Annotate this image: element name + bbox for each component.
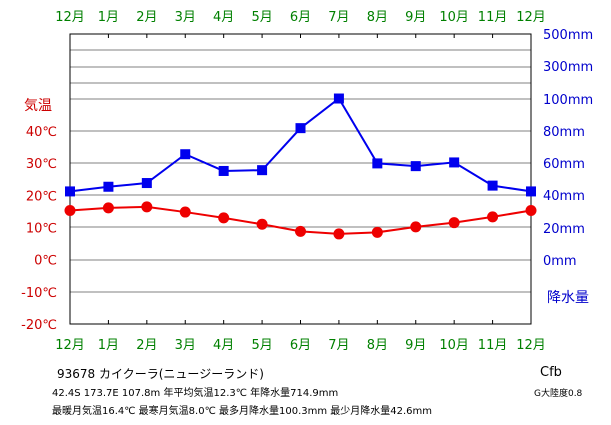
month-label-top: 6月 <box>290 10 311 25</box>
precip-point <box>103 181 114 192</box>
month-label-top: 3月 <box>175 10 196 25</box>
temp-point <box>64 204 76 216</box>
station-name: 93678 カイクーラ(ニュージーランド) <box>57 367 264 381</box>
month-label-bottom: 8月 <box>367 338 388 353</box>
temp-point <box>102 202 114 214</box>
temp-point <box>371 226 383 238</box>
temp-point <box>295 225 306 237</box>
temp-point <box>256 218 268 230</box>
temp-point <box>410 221 422 233</box>
precip-point <box>218 165 229 176</box>
month-label-top: 4月 <box>213 10 234 25</box>
precip-point <box>372 158 383 169</box>
temp-point <box>179 206 191 218</box>
continentality: G大陸度0.8 <box>534 389 583 399</box>
temp-point <box>141 201 153 213</box>
month-label-bottom: 1月 <box>98 338 119 353</box>
month-label-bottom: 4月 <box>213 338 234 353</box>
precip-tick-label: 20mm <box>543 222 585 237</box>
temp-point <box>218 212 230 224</box>
temp-tick-label: -20℃ <box>21 318 57 333</box>
precip-point <box>295 123 306 134</box>
month-label-top: 9月 <box>405 10 426 25</box>
month-label-top: 7月 <box>328 10 349 25</box>
precip-line <box>69 97 532 193</box>
month-label-top: 1月 <box>98 10 119 25</box>
temp-tick-label: 20℃ <box>26 189 57 204</box>
precip-tick-label: 40mm <box>543 189 585 204</box>
month-label-top: 11月 <box>478 10 508 25</box>
temp-tick-label: 0℃ <box>34 254 57 269</box>
station-stats-line1: 42.4S 173.7E 107.8m 年平均気温12.3℃ 年降水量714.9… <box>52 388 339 399</box>
temp-point <box>525 204 537 216</box>
plot-frame <box>69 33 532 325</box>
precip-tick-label: 300mm <box>543 60 593 75</box>
month-label-bottom: 9月 <box>405 338 426 353</box>
precip-point <box>449 157 460 168</box>
precip-point <box>180 149 191 160</box>
month-label-top: 12月 <box>55 10 85 25</box>
month-label-bottom: 3月 <box>175 338 196 353</box>
station-stats-line2: 最暖月気温16.4℃ 最寒月気温8.0℃ 最多月降水量100.3mm 最少月降水… <box>52 406 433 417</box>
temp-tick-label: 10℃ <box>26 222 57 237</box>
precip-axis-title: 降水量 <box>547 290 589 306</box>
month-label-bottom: 5月 <box>251 338 272 353</box>
precip-point <box>487 180 498 191</box>
precip-point <box>141 178 152 189</box>
koppen-class: Cfb <box>540 365 562 380</box>
temp-point <box>487 211 499 223</box>
precip-tick-label: 500mm <box>543 28 593 43</box>
temp-point <box>448 217 460 229</box>
precip-point <box>65 186 75 197</box>
month-label-top: 2月 <box>136 10 157 25</box>
month-label-top: 12月 <box>516 10 546 25</box>
precip-tick-label: 80mm <box>543 125 585 140</box>
temp-tick-label: 30℃ <box>26 157 57 172</box>
temp-tick-label: 40℃ <box>26 125 57 140</box>
month-label-bottom: 10月 <box>439 338 469 353</box>
precip-tick-label: 60mm <box>543 157 585 172</box>
temp-tick-label: -10℃ <box>21 286 57 301</box>
temp-axis-title: 気温 <box>24 98 52 114</box>
temp-point <box>333 228 345 240</box>
month-label-top: 5月 <box>251 10 272 25</box>
month-label-bottom: 11月 <box>478 338 508 353</box>
month-label-bottom: 12月 <box>55 338 85 353</box>
month-label-bottom: 12月 <box>516 338 546 353</box>
month-label-top: 10月 <box>439 10 469 25</box>
precip-tick-label: 100mm <box>543 93 593 108</box>
precip-point <box>526 186 536 197</box>
precip-point <box>410 161 421 172</box>
precip-tick-label: 0mm <box>543 254 577 269</box>
month-label-bottom: 6月 <box>290 338 311 353</box>
month-label-bottom: 7月 <box>328 338 349 353</box>
precip-point <box>257 165 268 176</box>
month-label-bottom: 2月 <box>136 338 157 353</box>
precip-point <box>333 93 344 104</box>
month-label-top: 8月 <box>367 10 388 25</box>
